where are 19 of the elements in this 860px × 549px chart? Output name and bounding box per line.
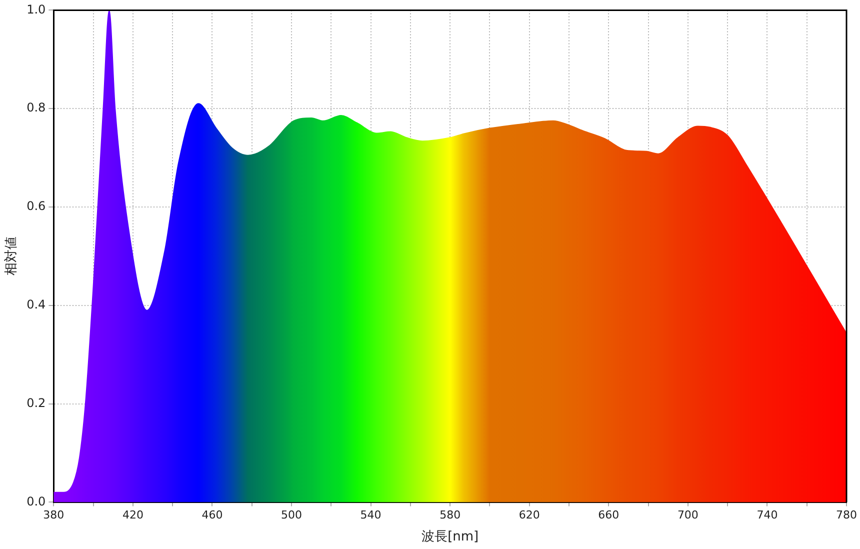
x-tick-label: 460 bbox=[202, 508, 223, 522]
y-tick-label: 1.0 bbox=[26, 2, 46, 16]
x-axis-title: 波長[nm] bbox=[422, 530, 479, 545]
x-tick-label: 540 bbox=[360, 508, 382, 522]
y-tick-label: 0.2 bbox=[26, 396, 46, 410]
x-tick-label: 580 bbox=[440, 508, 461, 522]
y-tick-label: 0.0 bbox=[26, 494, 46, 508]
x-tick-label: 740 bbox=[756, 508, 778, 522]
x-tick-label: 420 bbox=[122, 508, 144, 522]
y-tick-label: 0.6 bbox=[26, 199, 46, 214]
x-tick-label: 700 bbox=[677, 508, 698, 522]
x-tick-label: 380 bbox=[43, 508, 64, 522]
y-axis-title: 相対値 bbox=[3, 236, 20, 276]
x-tick-label: 620 bbox=[518, 508, 540, 522]
x-tick-label: 780 bbox=[836, 508, 857, 522]
y-tick-label: 0.8 bbox=[26, 100, 46, 115]
x-tick-label: 660 bbox=[598, 508, 620, 522]
y-tick-label: 0.4 bbox=[26, 298, 46, 312]
x-tick-label: 500 bbox=[281, 508, 302, 522]
